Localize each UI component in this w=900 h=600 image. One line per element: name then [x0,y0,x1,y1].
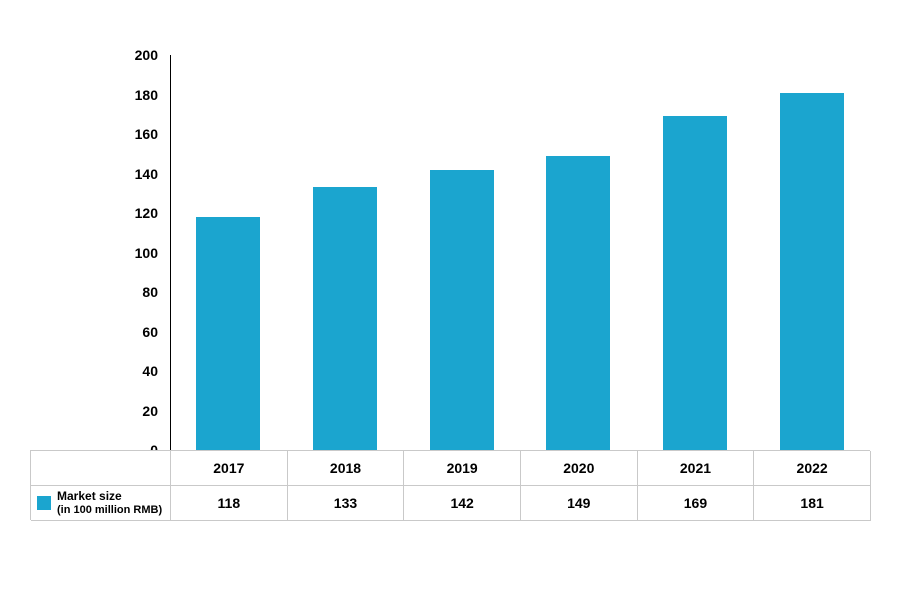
y-tick-label: 60 [0,324,158,340]
y-tick-label: 120 [0,205,158,221]
table-category-cell: 2017 [171,451,288,486]
bar [780,93,844,450]
bar [546,156,610,450]
y-axis [170,55,171,450]
y-tick-label: 180 [0,87,158,103]
y-tick-label: 200 [0,47,158,63]
table-category-cell: 2020 [521,451,638,486]
category-label: 2018 [330,460,361,476]
category-label: 2021 [680,460,711,476]
table-header-blank [31,451,171,486]
value-label: 133 [334,495,357,511]
value-label: 118 [218,495,241,511]
value-label: 181 [800,495,823,511]
legend-sublabel: (in 100 million RMB) [57,504,162,516]
category-label: 2017 [213,460,244,476]
table-category-cell: 2021 [638,451,755,486]
y-tick-label: 20 [0,403,158,419]
table-category-cell: 2022 [754,451,871,486]
table-value-cell: 142 [404,486,521,521]
bar [430,170,494,450]
value-label: 149 [567,495,590,511]
y-tick-label: 160 [0,126,158,142]
y-tick-label: 40 [0,363,158,379]
table-category-cell: 2019 [404,451,521,486]
legend-label: Market size [57,489,122,503]
table-category-cell: 2018 [288,451,405,486]
legend-swatch [37,496,51,510]
category-label: 2022 [797,460,828,476]
category-label: 2020 [563,460,594,476]
y-tick-label: 140 [0,166,158,182]
chart-canvas: 020406080100120140160180200 201720182019… [0,0,900,600]
category-label: 2019 [447,460,478,476]
table-value-cell: 118 [171,486,288,521]
data-table: 2017 2018 2019 2020 2021 2022 Market size(in 1… [30,450,870,520]
value-label: 142 [450,495,473,511]
legend-text: Market size(in 100 million RMB) [57,490,162,515]
table-value-cell: 133 [288,486,405,521]
bar [313,187,377,450]
table-value-cell: 181 [754,486,871,521]
table-value-cell: 169 [638,486,755,521]
y-tick-label: 100 [0,245,158,261]
y-tick-label: 80 [0,284,158,300]
table-row-header: Market size(in 100 million RMB) [31,486,171,521]
value-label: 169 [684,495,707,511]
plot-area [170,55,870,450]
bar [196,217,260,450]
bar [663,116,727,450]
table-value-cell: 149 [521,486,638,521]
